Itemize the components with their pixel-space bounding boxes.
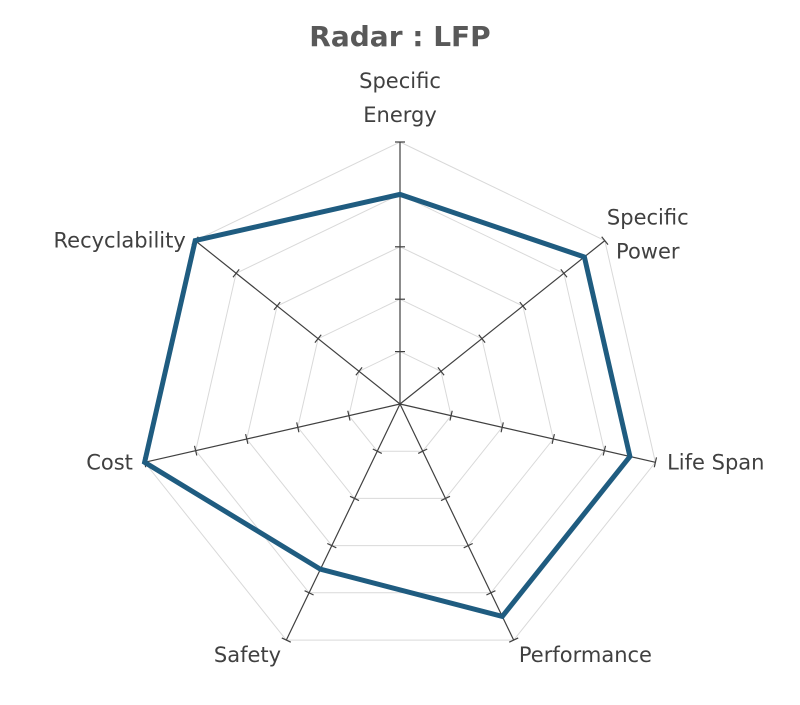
axis-tick bbox=[601, 236, 609, 245]
axis-label-line: Life Span bbox=[667, 450, 764, 474]
axis-tick bbox=[314, 334, 322, 343]
grid-ring-3 bbox=[246, 246, 554, 547]
axis-tick bbox=[500, 422, 504, 433]
grid-ring-2 bbox=[297, 298, 503, 499]
axis-label-line: Power bbox=[616, 240, 680, 264]
axis-tick bbox=[449, 410, 453, 421]
axis-label: Cost bbox=[86, 450, 133, 474]
axis-label-line: Energy bbox=[363, 103, 437, 127]
axis-tick bbox=[281, 637, 292, 643]
axis-spokes bbox=[142, 141, 658, 643]
axis-tick bbox=[193, 445, 198, 456]
axis-tick bbox=[304, 590, 314, 596]
axis-tick bbox=[349, 495, 360, 502]
axis-tick bbox=[232, 269, 240, 278]
axis-label-line: Cost bbox=[86, 450, 133, 474]
axis-label: Specific Power bbox=[607, 206, 689, 264]
axis-tick bbox=[463, 542, 473, 549]
axis-spoke bbox=[194, 240, 401, 405]
axis-tick bbox=[437, 367, 445, 376]
axis-tick bbox=[245, 433, 249, 445]
axis-tick bbox=[347, 410, 351, 421]
axis-tick bbox=[602, 445, 607, 456]
axis-spoke bbox=[399, 240, 606, 405]
axis-label-line: Performance bbox=[519, 643, 652, 667]
axis-tick bbox=[653, 457, 658, 468]
axis-tick bbox=[417, 448, 428, 454]
axis-label-line: Safety bbox=[214, 643, 281, 667]
chart-title: Radar : LFP bbox=[309, 20, 490, 53]
axis-spoke bbox=[144, 403, 401, 463]
axis-tick bbox=[327, 542, 337, 549]
axis-tick bbox=[508, 637, 519, 643]
axis-tick bbox=[519, 301, 527, 311]
axis-tick bbox=[551, 433, 555, 445]
axis-tick bbox=[560, 269, 568, 278]
axis-label: Safety bbox=[214, 643, 281, 667]
axis-spoke bbox=[399, 403, 656, 463]
axis-tick bbox=[486, 590, 496, 596]
axis-spoke bbox=[285, 403, 401, 641]
series-layer bbox=[141, 191, 633, 620]
axis-tick bbox=[296, 422, 300, 433]
grid-ring-1 bbox=[348, 351, 452, 452]
axis-label-line: Recyclability bbox=[54, 229, 186, 253]
axis-label: Performance bbox=[519, 643, 652, 667]
axis-label: Recyclability bbox=[54, 229, 186, 253]
axis-label: Life Span bbox=[667, 450, 764, 474]
axis-labels: Specific Energy Specific Power Life Span Perf… bbox=[54, 69, 765, 667]
axis-tick bbox=[355, 367, 363, 376]
axis-label-line: Specific bbox=[607, 206, 689, 230]
axis-tick bbox=[440, 495, 451, 502]
series-line-0 bbox=[141, 191, 633, 620]
grid-ring-4 bbox=[195, 193, 605, 594]
axis-tick bbox=[273, 301, 281, 311]
axis-label-line: Specific bbox=[359, 69, 441, 93]
axis-tick bbox=[372, 448, 383, 454]
axis-label: Specific Energy bbox=[359, 69, 441, 127]
axis-tick bbox=[478, 334, 486, 343]
axis-spoke bbox=[399, 403, 515, 641]
